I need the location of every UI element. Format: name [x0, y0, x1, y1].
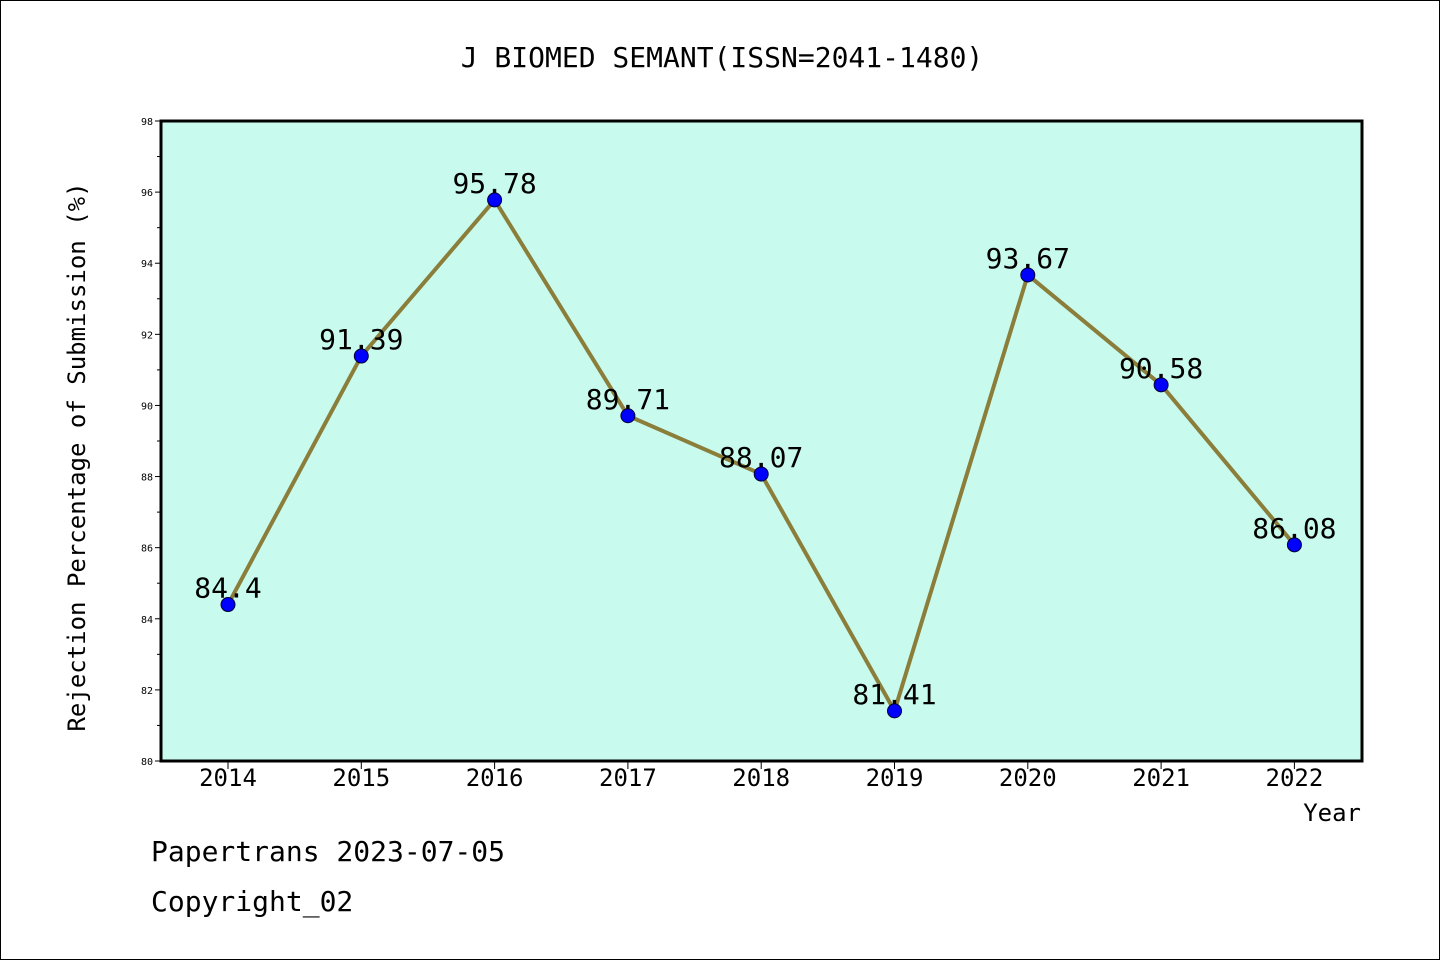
y-tick-label: 98 [141, 117, 153, 128]
data-label: 89.71 [586, 383, 670, 416]
data-label: 86.08 [1252, 512, 1336, 545]
x-tick-label: 2018 [732, 764, 790, 792]
x-tick-label: 2014 [199, 764, 257, 792]
data-label: 90.58 [1119, 352, 1203, 385]
y-tick-label: 94 [141, 259, 153, 270]
y-tick-label: 96 [141, 188, 153, 199]
series-layer: 84.4 91.39 95.78 89.71 88.07 81.41 93.67 90.58 8… [194, 167, 1337, 719]
data-point [887, 703, 902, 719]
footer-date: Papertrans 2023-07-05 [151, 835, 506, 868]
y-tick-label: 82 [141, 686, 153, 697]
y-tick-label: 92 [141, 330, 153, 341]
x-tick-label: 2022 [1266, 764, 1324, 792]
x-tick-label: 2019 [866, 764, 924, 792]
y-tick-label: 90 [141, 401, 153, 412]
data-point [487, 192, 503, 208]
plot-area [159, 119, 1364, 763]
x-tick-label: 2015 [332, 764, 390, 792]
data-label: 95.78 [452, 167, 536, 200]
data-point [1286, 537, 1302, 553]
y-tick-label: 88 [141, 473, 153, 484]
x-tick-label: 2016 [466, 764, 524, 792]
y-axis-label: Rejection Percentage of Submission (%) [63, 182, 91, 731]
data-point [753, 466, 769, 482]
x-tick-label: 2020 [999, 764, 1057, 792]
x-tick-label: 2017 [599, 764, 657, 792]
data-label: 93.67 [986, 242, 1070, 275]
y-tick-label: 86 [141, 544, 153, 555]
data-point [620, 408, 636, 424]
y-tick-label: 84 [141, 615, 153, 626]
y-axis: 80 82 84 86 88 90 92 94 96 98 [141, 117, 161, 768]
data-point [1153, 377, 1169, 393]
y-tick-label: 80 [141, 757, 153, 768]
data-label: 81.41 [852, 678, 936, 711]
x-axis: 2014 2015 2016 2017 2018 2019 2020 2021 2022 [199, 761, 1323, 792]
data-label: 91.39 [319, 323, 403, 356]
data-point [1020, 267, 1036, 283]
data-label: 84.4 [194, 572, 261, 605]
data-label: 88.07 [719, 441, 803, 474]
footer-copyright: Copyright_02 [151, 885, 354, 918]
chart-title: J BIOMED SEMANT(ISSN=2041-1480) [461, 41, 984, 74]
data-point [220, 597, 236, 613]
x-axis-label: Year [1303, 799, 1361, 827]
x-tick-label: 2021 [1132, 764, 1190, 792]
data-point [353, 348, 369, 364]
